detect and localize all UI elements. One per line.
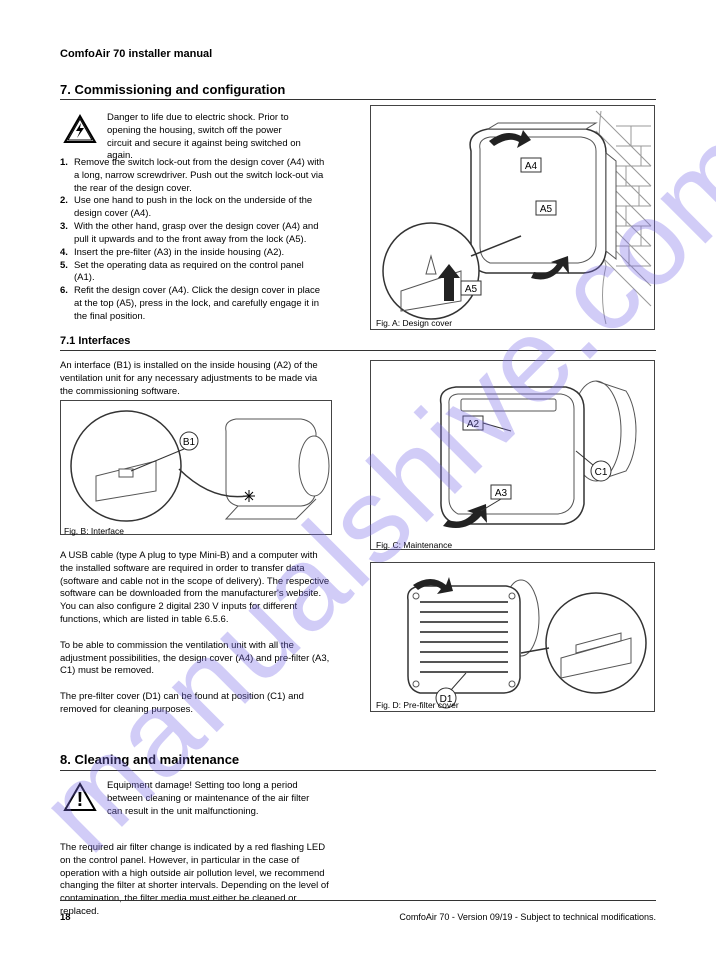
heading-8: 8. Cleaning and maintenance [60, 752, 239, 767]
svg-text:A3: A3 [495, 488, 508, 499]
electric-warning-icon [63, 114, 97, 149]
rule [60, 900, 656, 901]
body-71b: A USB cable (type A plug to type Mini-B)… [60, 550, 332, 717]
heading-7-1: 7.1 Interfaces [60, 335, 130, 347]
rule [60, 350, 656, 351]
figA-caption: Fig. A: Design cover [376, 318, 452, 328]
svg-text:B1: B1 [183, 437, 196, 448]
figure-b: B1 [60, 400, 332, 535]
page-header: ComfoAir 70 installer manual [60, 48, 212, 60]
footer-page: 18 [60, 912, 71, 923]
figure-d: D1 [370, 562, 655, 712]
figD-caption: Fig. D: Pre-filter cover [376, 700, 459, 710]
body-8: The required air filter change is indica… [60, 842, 332, 919]
caution-text: Equipment damage! Setting too long a per… [107, 780, 327, 818]
figB-caption: Fig. B: Interface [64, 526, 124, 536]
body-71a: An interface (B1) is installed on the in… [60, 360, 332, 398]
figure-a: A4 A5 A5 [370, 105, 655, 330]
steps-7: 1.Remove the switch lock-out from the de… [60, 157, 332, 324]
page: ComfoAir 70 installer manual 7. Commissi… [0, 0, 716, 978]
heading-7: 7. Commissioning and configuration [60, 82, 656, 97]
svg-text:A2: A2 [467, 419, 480, 430]
rule [60, 99, 656, 100]
svg-text:C1: C1 [595, 467, 608, 478]
figure-c: A2 A3 C1 [370, 360, 655, 550]
svg-text:!: ! [77, 789, 84, 811]
svg-text:A4: A4 [525, 161, 538, 172]
svg-text:A5: A5 [465, 284, 478, 295]
figC-caption: Fig. C: Maintenance [376, 540, 452, 550]
footer-title: ComfoAir 70 - Version 09/19 - Subject to… [399, 912, 656, 922]
caution-icon: ! [63, 782, 97, 817]
svg-text:A5: A5 [540, 204, 553, 215]
rule [60, 770, 656, 771]
warning-text: Danger to life due to electric shock. Pr… [107, 112, 307, 163]
